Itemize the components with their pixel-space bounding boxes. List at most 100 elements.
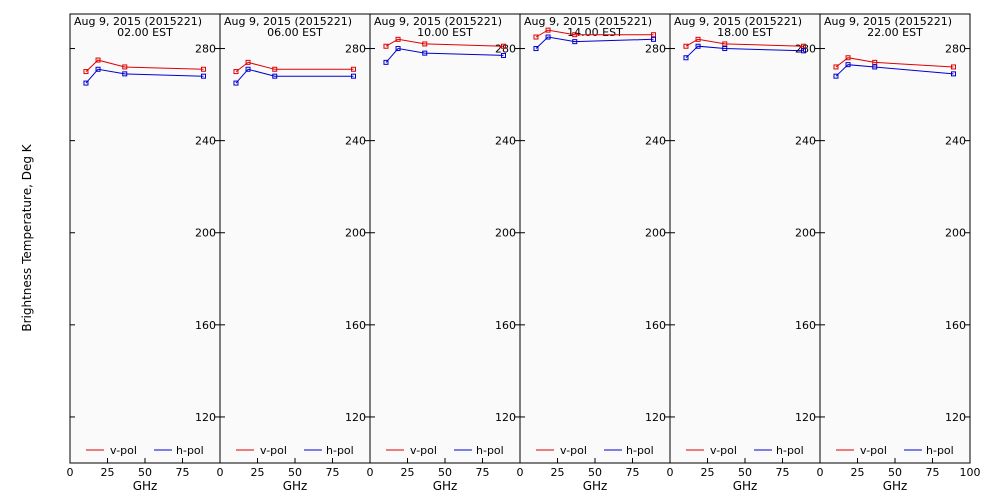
x-axis-title: GHz — [433, 479, 458, 493]
y-tick-label: 160 — [345, 319, 366, 332]
y-tick-label: 120 — [195, 411, 216, 424]
chart-panel-1: Aug 9, 2015 (2015221)02.00 EST 120 160 200 2… — [67, 13, 221, 493]
legend-label-v-pol: v-pol — [860, 444, 887, 457]
chart-panel-2: Aug 9, 2015 (2015221)06.00 EST 120 160 200 2… — [217, 13, 371, 493]
y-tick-label: 200 — [645, 227, 666, 240]
data-point — [872, 59, 878, 65]
x-tick-label: 0 — [367, 466, 374, 479]
plot-area — [519, 13, 671, 464]
y-tick-label: 200 — [345, 227, 366, 240]
series-line-h-pol — [835, 64, 954, 77]
data-point — [872, 64, 878, 70]
legend-label-v-pol: v-pol — [560, 444, 587, 457]
y-axis-title: Brightness Temperature, Deg K — [20, 143, 34, 331]
data-point — [201, 73, 206, 79]
panel-subtitle: 22.00 EST — [867, 26, 923, 39]
panel-title: Aug 9, 2015 (2015221) — [824, 15, 952, 28]
y-tick-label: 200 — [195, 227, 216, 240]
x-tick-label: 75 — [176, 466, 190, 479]
chart-panel-4: Aug 9, 2015 (2015221)14.00 EST 120 160 200 2… — [517, 13, 671, 493]
data-point — [951, 64, 956, 70]
y-tick-label: 280 — [945, 43, 966, 56]
series-line-v-pol — [385, 38, 504, 47]
legend-label-h-pol: h-pol — [926, 444, 954, 457]
data-point — [833, 73, 839, 79]
series-line-h-pol — [235, 68, 354, 84]
data-point — [422, 50, 428, 56]
data-point — [383, 59, 389, 65]
plot-area — [669, 13, 821, 464]
data-point — [651, 32, 656, 38]
data-point — [351, 73, 356, 79]
data-point — [833, 64, 839, 70]
y-tick-label: 240 — [795, 135, 816, 148]
panel-title: Aug 9, 2015 (2015221) — [74, 15, 202, 28]
x-tick-label: 50 — [438, 466, 452, 479]
data-point — [545, 27, 551, 33]
y-tick-label: 200 — [495, 227, 516, 240]
x-tick-label: 25 — [701, 466, 715, 479]
x-axis-title: GHz — [883, 479, 908, 493]
legend-label-v-pol: v-pol — [710, 444, 737, 457]
x-tick-label: 25 — [101, 466, 115, 479]
y-tick-label: 280 — [645, 43, 666, 56]
data-point — [245, 66, 251, 72]
x-axis-title: GHz — [283, 479, 308, 493]
panel-subtitle: 02.00 EST — [117, 26, 173, 39]
legend-label-h-pol: h-pol — [176, 444, 204, 457]
legend-label-h-pol: h-pol — [476, 444, 504, 457]
data-point — [651, 36, 656, 42]
data-point — [233, 80, 239, 86]
data-point — [695, 43, 701, 49]
y-tick-label: 240 — [645, 135, 666, 148]
x-tick-label: 75 — [926, 466, 940, 479]
x-tick-label: 25 — [401, 466, 415, 479]
y-tick-label: 120 — [945, 411, 966, 424]
panel-title: Aug 9, 2015 (2015221) — [374, 15, 502, 28]
y-tick-label: 240 — [945, 135, 966, 148]
data-point — [951, 71, 956, 77]
series-line-h-pol — [385, 47, 504, 63]
data-point — [272, 66, 278, 72]
data-point — [683, 43, 689, 49]
data-point — [572, 39, 578, 45]
x-axis-title: GHz — [733, 479, 758, 493]
data-point — [83, 69, 89, 75]
legend-label-h-pol: h-pol — [776, 444, 804, 457]
series-line-h-pol — [685, 45, 804, 59]
panel-title: Aug 9, 2015 (2015221) — [224, 15, 352, 28]
x-axis-title: GHz — [583, 479, 608, 493]
x-tick-label: 25 — [251, 466, 265, 479]
chart-panel-5: Aug 9, 2015 (2015221)18.00 EST 120 160 200 2… — [667, 13, 821, 493]
data-point — [95, 57, 101, 63]
data-point — [533, 46, 539, 52]
data-point — [501, 52, 506, 58]
data-point — [422, 41, 428, 47]
data-point — [383, 43, 389, 49]
x-tick-label: 0 — [817, 466, 824, 479]
panel-subtitle: 14.00 EST — [567, 26, 623, 39]
y-tick-label: 120 — [795, 411, 816, 424]
y-tick-label: 200 — [795, 227, 816, 240]
data-point — [801, 43, 806, 49]
x-tick-label: 0 — [667, 466, 674, 479]
data-point — [722, 41, 728, 47]
data-point — [501, 43, 506, 49]
data-point — [801, 48, 806, 54]
legend-label-v-pol: v-pol — [110, 444, 137, 457]
y-tick-label: 240 — [195, 135, 216, 148]
y-tick-label: 120 — [345, 411, 366, 424]
y-tick-label: 120 — [495, 411, 516, 424]
series-line-h-pol — [85, 68, 204, 84]
x-tick-label: 100 — [960, 466, 981, 479]
y-tick-label: 160 — [945, 319, 966, 332]
panel-subtitle: 18.00 EST — [717, 26, 773, 39]
series-line-v-pol — [685, 38, 804, 47]
x-tick-label: 50 — [888, 466, 902, 479]
x-tick-label: 50 — [588, 466, 602, 479]
legend-label-v-pol: v-pol — [260, 444, 287, 457]
data-point — [683, 55, 689, 61]
data-point — [845, 55, 851, 61]
data-point — [695, 36, 701, 42]
x-tick-label: 50 — [288, 466, 302, 479]
